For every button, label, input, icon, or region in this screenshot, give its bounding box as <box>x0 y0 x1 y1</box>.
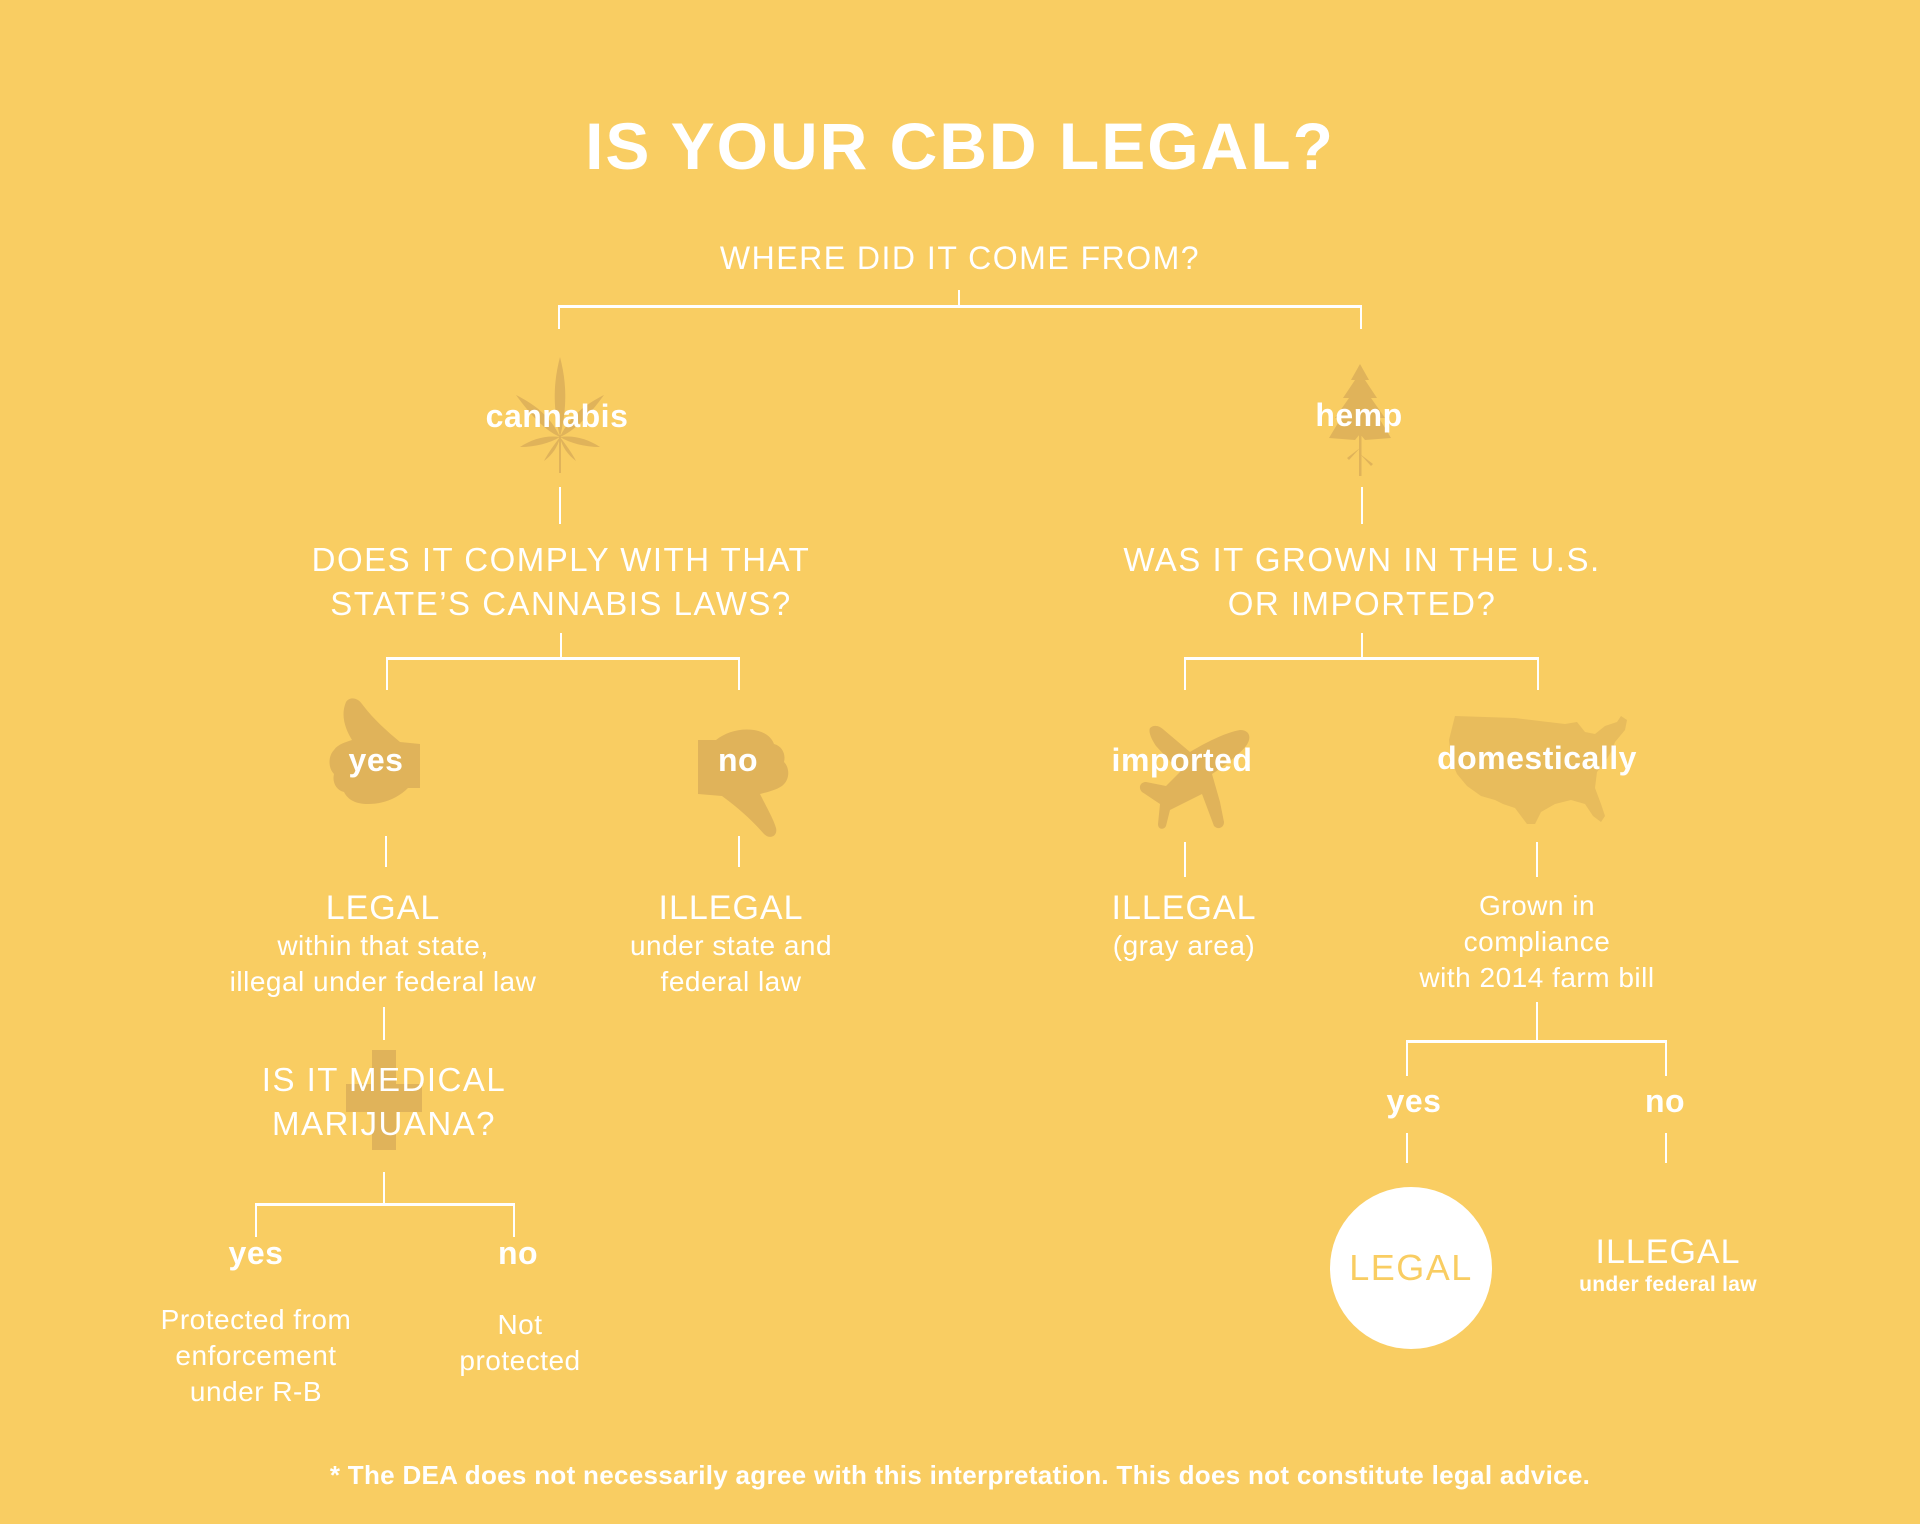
connector-line <box>558 305 1362 308</box>
detail-line: enforcement <box>175 1340 337 1371</box>
connector-line <box>1536 1002 1538 1042</box>
hemp-question: WAS IT GROWN IN THE U.S. OR IMPORTED? <box>1123 538 1600 626</box>
cannabis-leaf-icon <box>516 357 604 473</box>
medical-yes-result: Protected from enforcement under R-B <box>161 1302 352 1410</box>
farmbill-yes-label: yes <box>1386 1083 1442 1119</box>
detail-line: Grown in <box>1478 890 1596 921</box>
detail-line: Not <box>497 1309 543 1340</box>
connector-line <box>560 633 562 658</box>
connector-line <box>1184 657 1186 690</box>
detail-line: protected <box>459 1345 581 1376</box>
connector-line <box>1406 1040 1667 1043</box>
medical-question: IS IT MEDICAL MARIJUANA? <box>262 1058 506 1146</box>
thumbs-down-icon <box>698 729 789 837</box>
result-detail: federal law <box>660 966 802 997</box>
page-title: IS YOUR CBD LEGAL? <box>585 109 1335 183</box>
cannabis-question: DOES IT COMPLY WITH THAT STATE’S CANNABI… <box>312 538 811 626</box>
question-line: STATE’S CANNABIS LAWS? <box>330 585 792 622</box>
legal-badge: LEGAL <box>1330 1187 1492 1349</box>
result-title: LEGAL <box>325 889 441 927</box>
result-detail: (gray area) <box>1112 930 1256 961</box>
result-detail: under federal law <box>1579 1273 1757 1296</box>
result-detail: within that state, <box>277 930 489 961</box>
detail-line: under R-B <box>189 1376 323 1407</box>
question-line: WAS IT GROWN IN THE U.S. <box>1123 541 1601 578</box>
connector-line <box>386 657 740 660</box>
legal-badge-text: LEGAL <box>1349 1247 1473 1288</box>
imported-label: imported <box>1111 742 1253 778</box>
connector-line <box>1360 305 1362 329</box>
result-title: ILLEGAL <box>658 889 804 927</box>
airplane-icon <box>1139 725 1250 829</box>
connector-line <box>1665 1133 1667 1163</box>
cannabis-label: cannabis <box>485 398 629 434</box>
connector-line <box>385 836 387 867</box>
connector-line <box>1665 1040 1667 1076</box>
connector-line <box>1536 842 1538 877</box>
medical-no-result: Not protected <box>459 1307 580 1379</box>
connector-line <box>1361 633 1363 658</box>
connector-line <box>559 487 561 524</box>
connector-line <box>738 657 740 690</box>
farmbill-no-label: no <box>1644 1083 1686 1119</box>
question-line: IS IT MEDICAL <box>261 1061 507 1098</box>
connector-line <box>255 1203 515 1206</box>
connector-line <box>1184 842 1186 877</box>
medical-no-label: no <box>497 1235 539 1271</box>
farmbill-no-result: ILLEGAL under federal law <box>1579 1232 1757 1298</box>
footnote: * The DEA does not necessarily agree wit… <box>329 1460 1591 1490</box>
question-line: OR IMPORTED? <box>1227 585 1497 622</box>
thumbs-up-icon <box>329 698 420 804</box>
cannabis-no-label: no <box>717 742 759 778</box>
connector-line <box>958 290 960 306</box>
hemp-label: hemp <box>1315 397 1403 433</box>
detail-line: with 2014 farm bill <box>1419 962 1655 993</box>
connector-line <box>255 1203 257 1237</box>
medical-yes-label: yes <box>228 1235 284 1271</box>
imported-result: ILLEGAL (gray area) <box>1112 888 1257 964</box>
connector-line <box>383 1172 385 1204</box>
connector-line <box>1184 657 1539 660</box>
result-title: ILLEGAL <box>1111 889 1257 927</box>
cannabis-yes-label: yes <box>348 742 404 778</box>
domestic-detail: Grown in compliance with 2014 farm bill <box>1419 888 1654 996</box>
connector-line <box>383 1007 385 1040</box>
result-title: ILLEGAL <box>1595 1233 1741 1271</box>
detail-line: Protected from <box>160 1304 352 1335</box>
result-detail: under state and <box>629 930 833 961</box>
hemp-plant-icon <box>1329 364 1391 476</box>
question-line: MARIJUANA? <box>271 1105 497 1142</box>
connector-line <box>558 305 560 329</box>
connector-line <box>386 657 388 690</box>
cannabis-yes-result: LEGAL within that state, illegal under f… <box>230 888 537 1000</box>
connector-line <box>1406 1040 1408 1076</box>
connector-line <box>738 836 740 867</box>
connector-line <box>513 1203 515 1237</box>
medical-cross-icon <box>346 1050 422 1150</box>
question-line: DOES IT COMPLY WITH THAT <box>311 541 811 578</box>
usa-map-icon <box>1449 716 1627 824</box>
connector-line <box>1406 1133 1408 1163</box>
root-question: WHERE DID IT COME FROM? <box>719 240 1201 276</box>
connector-line <box>1537 657 1539 690</box>
detail-line: compliance <box>1463 926 1611 957</box>
cannabis-no-result: ILLEGAL under state and federal law <box>630 888 832 1000</box>
connector-line <box>1361 487 1363 524</box>
result-detail: illegal under federal law <box>229 966 537 997</box>
domestic-label: domestically <box>1437 740 1637 776</box>
